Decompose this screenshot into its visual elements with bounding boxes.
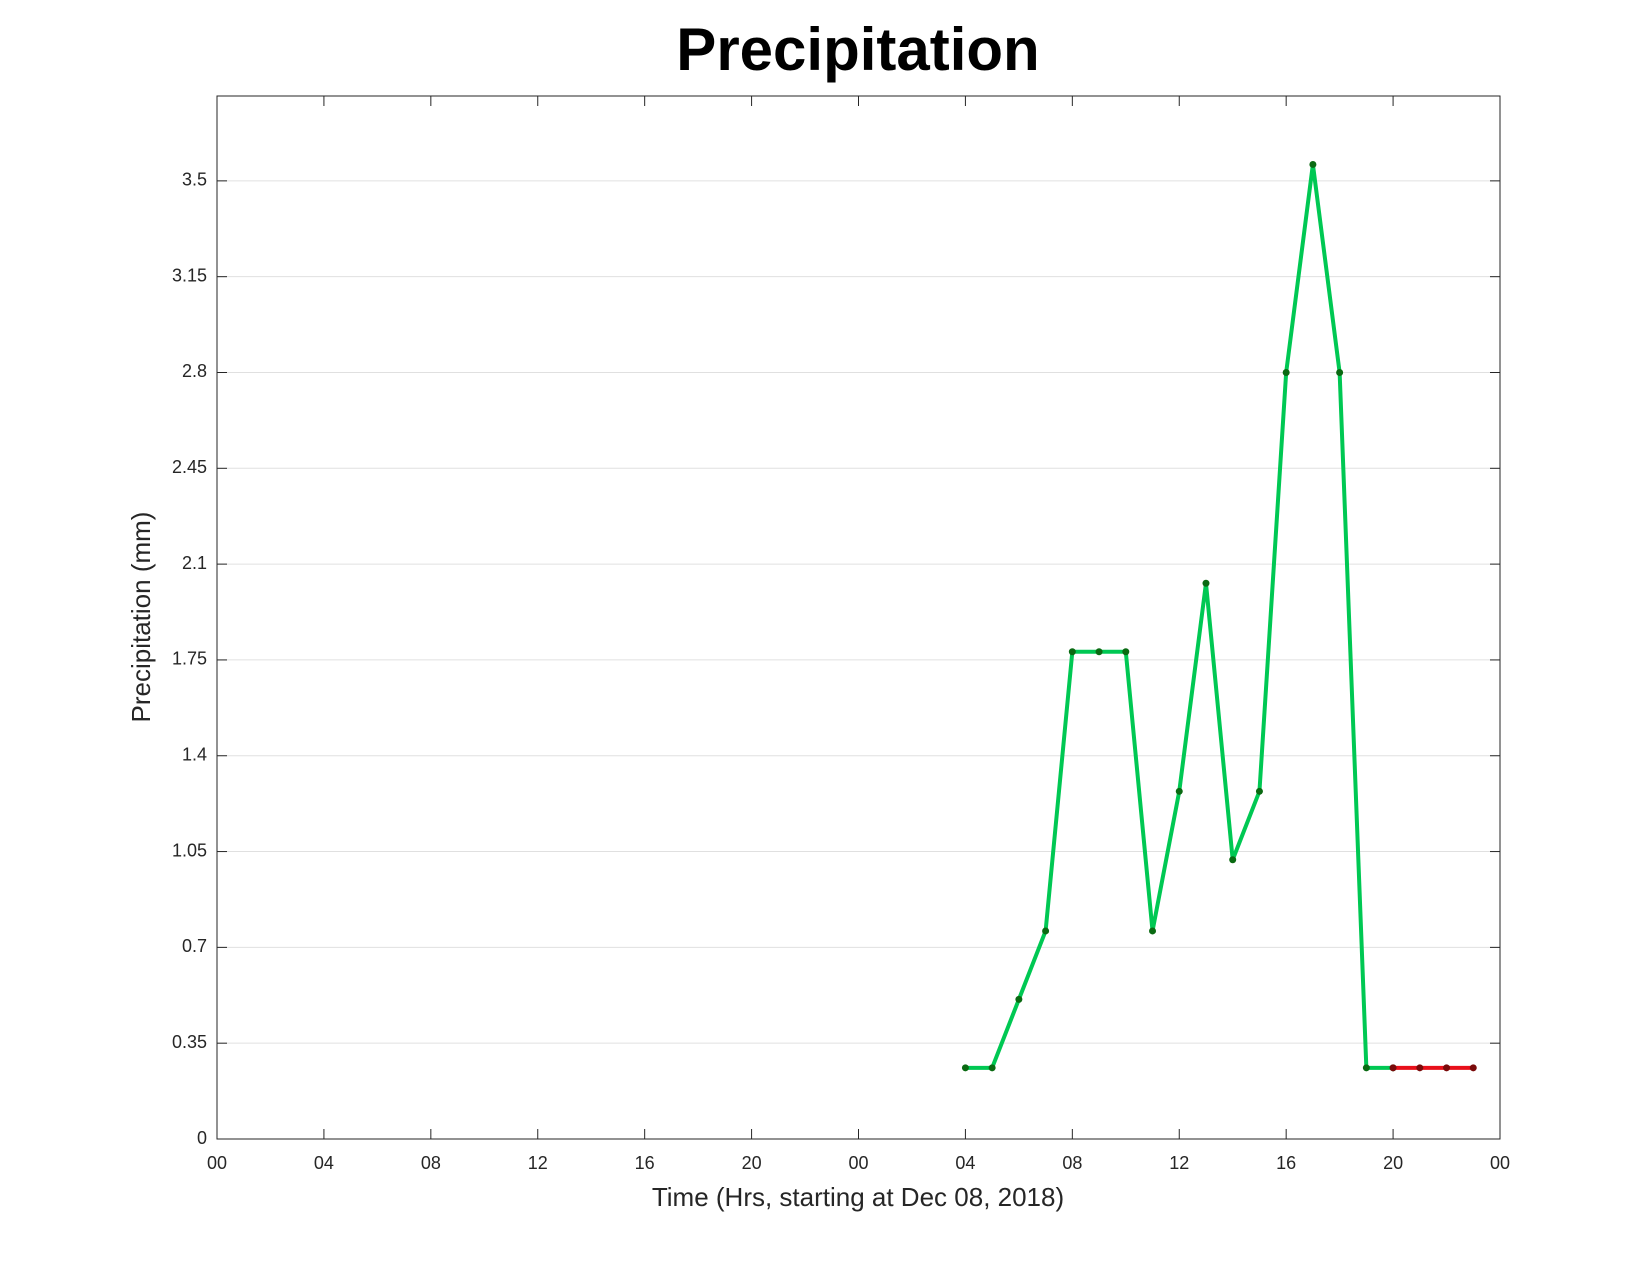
x-tick-label: 16 (1276, 1153, 1296, 1173)
x-axis-label: Time (Hrs, starting at Dec 08, 2018) (652, 1182, 1064, 1212)
y-tick-label: 3.5 (182, 170, 207, 190)
y-tick-label: 0 (197, 1128, 207, 1148)
x-tick-label: 00 (207, 1153, 227, 1173)
y-axis-label: Precipitation (mm) (126, 512, 156, 723)
x-tick-label: 20 (742, 1153, 762, 1173)
x-tick-label: 00 (1490, 1153, 1510, 1173)
y-tick-label: 1.05 (172, 840, 207, 860)
marker (1416, 1064, 1424, 1072)
marker (1229, 856, 1237, 864)
marker (1282, 368, 1290, 376)
line (965, 162, 1394, 1070)
y-tick-label: 1.75 (172, 649, 207, 669)
x-tick-label: 20 (1383, 1153, 1403, 1173)
marker (1202, 579, 1210, 587)
y-tick-label: 0.35 (172, 1032, 207, 1052)
x-tick-label: 12 (1169, 1153, 1189, 1173)
marker (1175, 787, 1183, 795)
plot-frame (216, 95, 1501, 1140)
marker (1122, 648, 1130, 656)
marker (1362, 1064, 1370, 1072)
x-tick-label: 04 (955, 1153, 975, 1173)
marker (1255, 787, 1263, 795)
marker (1149, 927, 1157, 935)
y-tick-label: 0.7 (182, 936, 207, 956)
y-tick-label: 1.4 (182, 744, 207, 764)
chart-title: Precipitation (676, 16, 1039, 83)
marker (1389, 1064, 1397, 1072)
marker (1443, 1064, 1451, 1072)
y-tick-label: 2.8 (182, 361, 207, 381)
marker (1068, 648, 1076, 656)
x-tick-label: 00 (848, 1153, 868, 1173)
y-tick-label: 3.15 (172, 265, 207, 285)
marker (1095, 648, 1103, 656)
y-tick-label: 2.45 (172, 457, 207, 477)
x-tick-label: 16 (635, 1153, 655, 1173)
marker (961, 1064, 969, 1072)
marker (1015, 995, 1023, 1003)
y-tick-label: 2.1 (182, 553, 207, 573)
x-tick-label: 12 (528, 1153, 548, 1173)
marker (1309, 160, 1317, 168)
x-tick-label: 08 (421, 1153, 441, 1173)
marker (1469, 1064, 1477, 1072)
marker (1336, 368, 1344, 376)
marker (988, 1064, 996, 1072)
x-tick-label: 04 (314, 1153, 334, 1173)
x-tick-label: 08 (1062, 1153, 1082, 1173)
marker (1042, 927, 1050, 935)
